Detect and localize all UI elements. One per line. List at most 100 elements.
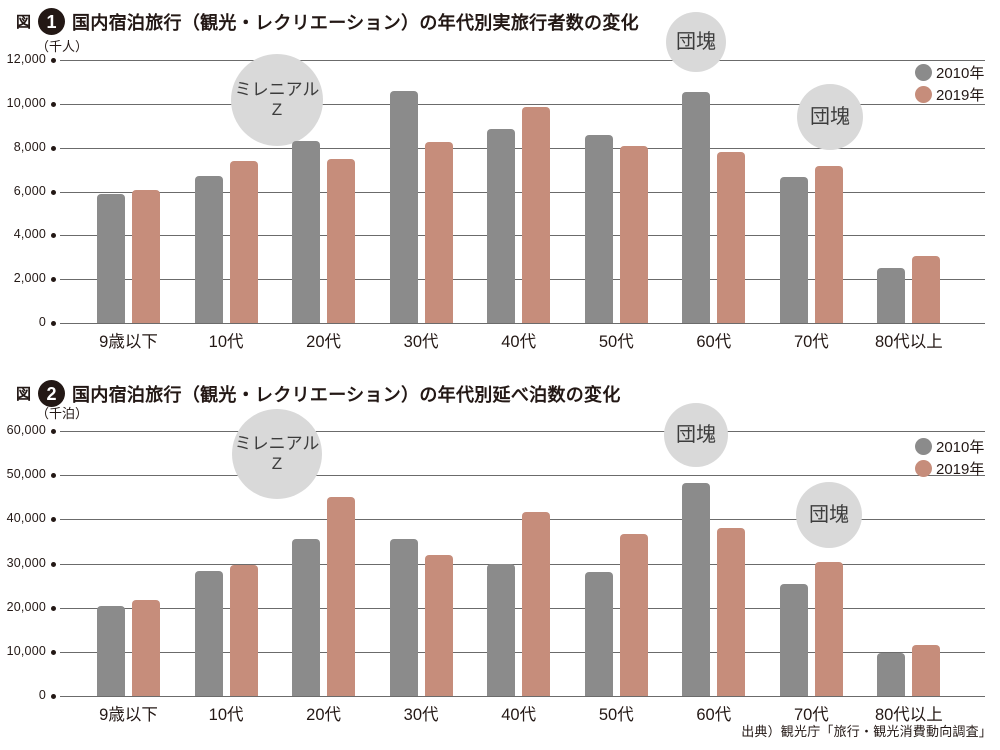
x-tick-label: 60代 [696, 706, 732, 724]
y-axis-tick-dot [51, 561, 56, 567]
chart-2-title-row: 図 2 国内宿泊旅行（観光・レクリエーション）の年代別延べ泊数の変化 [16, 380, 621, 407]
y-axis-tick-dot [51, 605, 56, 611]
gridline [60, 431, 985, 432]
bar-chart2-series1-cat0 [132, 599, 160, 696]
bar-chart2-series0-cat5 [584, 572, 613, 696]
y-axis-tick-dot [51, 189, 56, 195]
figure-number-badge: 2 [38, 380, 66, 407]
legend: 2010年 2019年 [915, 437, 985, 478]
annotation-circle-1: 団塊 [666, 12, 726, 72]
y-tick-label: 0 [38, 315, 46, 329]
y-axis-tick-dot [51, 429, 56, 434]
x-tick-label: 70代 [793, 333, 829, 351]
x-tick-label: 80代以上 [874, 333, 943, 351]
annotation-circle-0: ミレニアル Z [231, 54, 323, 146]
bar-chart1-series1-cat0 [132, 190, 160, 323]
y-tick-label: 2,000 [13, 271, 46, 286]
chart-2-section: 図 2 国内宿泊旅行（観光・レクリエーション）の年代別延べ泊数の変化 （千泊） … [0, 372, 1000, 750]
y-axis-unit-label: （千人） [36, 39, 89, 54]
gridline [60, 323, 985, 324]
x-tick-label: 50代 [598, 706, 634, 724]
y-axis-tick-dot [51, 101, 56, 107]
y-axis-tick-dot [51, 649, 56, 655]
x-tick-label: 9歳以下 [99, 706, 158, 724]
figure-prefix: 図 [16, 14, 32, 31]
bar-chart1-series1-cat1 [229, 160, 258, 323]
bar-chart2-series1-cat3 [424, 554, 453, 696]
y-axis-unit-label: （千泊） [36, 406, 89, 421]
bar-chart1-series0-cat6 [682, 91, 711, 323]
gridline [60, 103, 985, 105]
y-tick-label: 10,000 [6, 643, 46, 658]
bar-chart2-series0-cat3 [389, 539, 418, 696]
gridline [60, 60, 985, 61]
bar-chart2-series1-cat7 [814, 562, 843, 696]
x-tick-label: 40代 [501, 706, 537, 724]
annotation-text: ミレニアル [234, 433, 320, 453]
legend-item-2010: 2010年 [915, 437, 985, 456]
bar-chart1-series1-cat6 [717, 152, 746, 323]
legend-label-2010: 2010年 [936, 64, 985, 82]
bar-chart2-series0-cat1 [194, 570, 223, 696]
source-note: 出典）観光庁「旅行・観光消費動向調査」 [741, 724, 992, 739]
legend-item-2010: 2010年 [915, 63, 985, 82]
y-tick-label: 60,000 [6, 423, 46, 437]
y-axis-tick-dot [51, 58, 56, 63]
legend-label-2019: 2019年 [936, 460, 985, 478]
bar-chart1-series1-cat8 [912, 256, 941, 323]
bar-chart1-series0-cat5 [584, 134, 613, 323]
y-tick-label: 10,000 [6, 95, 46, 110]
legend-label-2010: 2010年 [936, 438, 985, 456]
annotation-text: 団塊 [676, 424, 716, 446]
bar-chart2-series1-cat6 [717, 528, 746, 696]
plot-area: 12,000 10,000 8,000 6,000 4,000 2,000 0 9歳以下 10代… [0, 12, 1000, 351]
legend-swatch-2019 [915, 459, 932, 477]
gridline [60, 475, 985, 477]
y-axis-tick-dot [51, 473, 56, 479]
bar-chart2-series1-cat2 [327, 497, 356, 696]
bar-chart2-series1-cat4 [522, 511, 551, 696]
y-axis-tick-dot [51, 517, 56, 523]
bar-chart2-series0-cat6 [682, 482, 711, 696]
y-axis-tick-dot [51, 145, 56, 151]
y-tick-label: 20,000 [6, 599, 46, 614]
bar-chart1-series1-cat3 [424, 142, 453, 323]
y-tick-label: 0 [38, 688, 46, 702]
annotation-circle-0: ミレニアル Z [232, 409, 322, 499]
y-tick-label: 6,000 [13, 183, 46, 198]
chart-title: 国内宿泊旅行（観光・レクリエーション）の年代別延べ泊数の変化 [72, 384, 621, 405]
annotation-text: 団塊 [810, 106, 850, 128]
bar-chart1-series0-cat7 [779, 177, 808, 323]
bar-chart2-series0-cat2 [292, 538, 321, 696]
x-tick-label: 20代 [306, 333, 342, 351]
x-tick-label: 10代 [208, 333, 244, 351]
figure-number-badge: 1 [38, 8, 66, 35]
bar-chart1-series0-cat2 [292, 141, 321, 323]
x-tick-label: 30代 [403, 706, 439, 724]
chart-title: 国内宿泊旅行（観光・レクリエーション）の年代別実旅行者数の変化 [72, 12, 639, 33]
annotation-text: Z [271, 454, 283, 473]
x-tick-label: 80代以上 [874, 706, 943, 724]
plot-area: 60,000 50,000 40,000 30,000 20,000 10,000 0 9歳以… [0, 403, 1000, 724]
gridline [60, 696, 985, 697]
annotation-text: ミレニアル [234, 79, 320, 99]
annotation-circle-2: 団塊 [796, 482, 862, 548]
x-tick-label: 9歳以下 [99, 333, 158, 351]
y-tick-label: 50,000 [6, 467, 46, 482]
legend-swatch-2010 [915, 63, 932, 81]
x-tick-label: 70代 [793, 706, 829, 724]
y-tick-label: 30,000 [6, 555, 46, 570]
x-tick-label: 30代 [403, 333, 439, 351]
annotation-text: 団塊 [809, 504, 849, 526]
bar-chart1-series1-cat2 [327, 158, 356, 323]
bar-chart1-series1-cat5 [619, 145, 648, 323]
bar-chart1-series0-cat4 [487, 129, 516, 323]
legend-item-2019: 2019年 [915, 85, 984, 104]
bar-chart2-series0-cat0 [97, 606, 125, 696]
y-axis-tick-dot [51, 694, 56, 699]
legend: 2010年 2019年 [915, 63, 985, 104]
bar-chart2-series0-cat4 [487, 563, 516, 696]
bar-chart2-series1-cat1 [229, 565, 258, 696]
legend-swatch-2010 [915, 437, 932, 455]
